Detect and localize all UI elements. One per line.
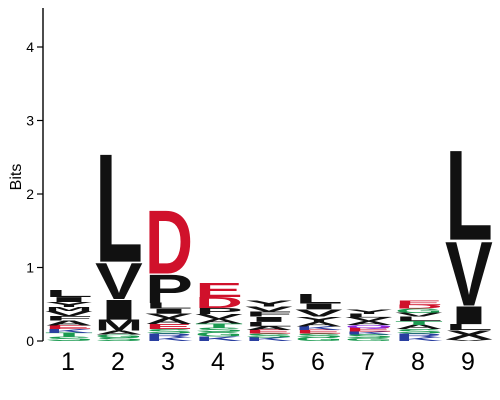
logo-letter-Y: Y	[245, 299, 293, 308]
y-axis-label: Bits	[8, 164, 25, 191]
y-tick-label: 2	[26, 186, 34, 202]
y-tick-label: 1	[26, 260, 34, 276]
logo-letter-L: L	[295, 291, 343, 307]
logo-letter-L: L	[445, 124, 493, 268]
y-tick-label: 0	[26, 333, 34, 349]
logo-stacks: STKEAFVMYILSGAMIVLKRSEAVILPDKGSTAVPDEKSE…	[45, 123, 494, 343]
x-tick-label: 6	[311, 348, 325, 376]
x-tick-label: 2	[111, 348, 125, 376]
logo-stack-position-3: KRSEAVILPD	[145, 191, 193, 342]
logo-letter-E: E	[195, 279, 243, 302]
y-tick-label: 4	[26, 39, 34, 55]
logo-letter-D: D	[145, 191, 193, 293]
y-tick-label: 3	[26, 113, 34, 129]
logo-letter-E: E	[395, 299, 443, 306]
x-ticks: 1 2 3 4 5 6 7 8 9	[61, 348, 475, 376]
x-tick-label: 8	[411, 348, 425, 376]
x-tick-label: 7	[361, 348, 375, 376]
x-tick-label: 3	[161, 348, 175, 376]
x-tick-label: 1	[61, 348, 75, 376]
logo-letter-L: L	[95, 123, 143, 296]
x-tick-label: 5	[261, 348, 275, 376]
logo-letter-L: L	[45, 288, 93, 299]
x-tick-label: 9	[461, 348, 475, 376]
logo-letter-Y: Y	[345, 308, 393, 315]
y-ticks: 0 1 2 3 4	[26, 39, 43, 349]
x-tick-label: 4	[211, 348, 225, 376]
